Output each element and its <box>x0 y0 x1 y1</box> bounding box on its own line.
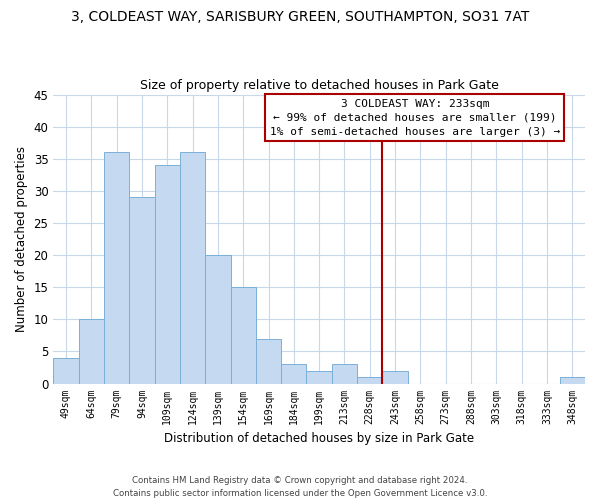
Y-axis label: Number of detached properties: Number of detached properties <box>15 146 28 332</box>
Bar <box>79 320 104 384</box>
Text: 3 COLDEAST WAY: 233sqm
← 99% of detached houses are smaller (199)
1% of semi-det: 3 COLDEAST WAY: 233sqm ← 99% of detached… <box>270 99 560 137</box>
Bar <box>560 377 585 384</box>
Bar <box>332 364 357 384</box>
X-axis label: Distribution of detached houses by size in Park Gate: Distribution of detached houses by size … <box>164 432 474 445</box>
Bar <box>129 198 155 384</box>
Text: Contains HM Land Registry data © Crown copyright and database right 2024.
Contai: Contains HM Land Registry data © Crown c… <box>113 476 487 498</box>
Bar <box>307 370 332 384</box>
Bar <box>155 165 180 384</box>
Bar <box>53 358 79 384</box>
Bar <box>357 377 382 384</box>
Bar <box>180 152 205 384</box>
Bar <box>230 287 256 384</box>
Bar <box>256 338 281 384</box>
Bar <box>104 152 129 384</box>
Bar <box>382 370 408 384</box>
Text: 3, COLDEAST WAY, SARISBURY GREEN, SOUTHAMPTON, SO31 7AT: 3, COLDEAST WAY, SARISBURY GREEN, SOUTHA… <box>71 10 529 24</box>
Title: Size of property relative to detached houses in Park Gate: Size of property relative to detached ho… <box>140 79 499 92</box>
Bar <box>205 255 230 384</box>
Bar <box>281 364 307 384</box>
